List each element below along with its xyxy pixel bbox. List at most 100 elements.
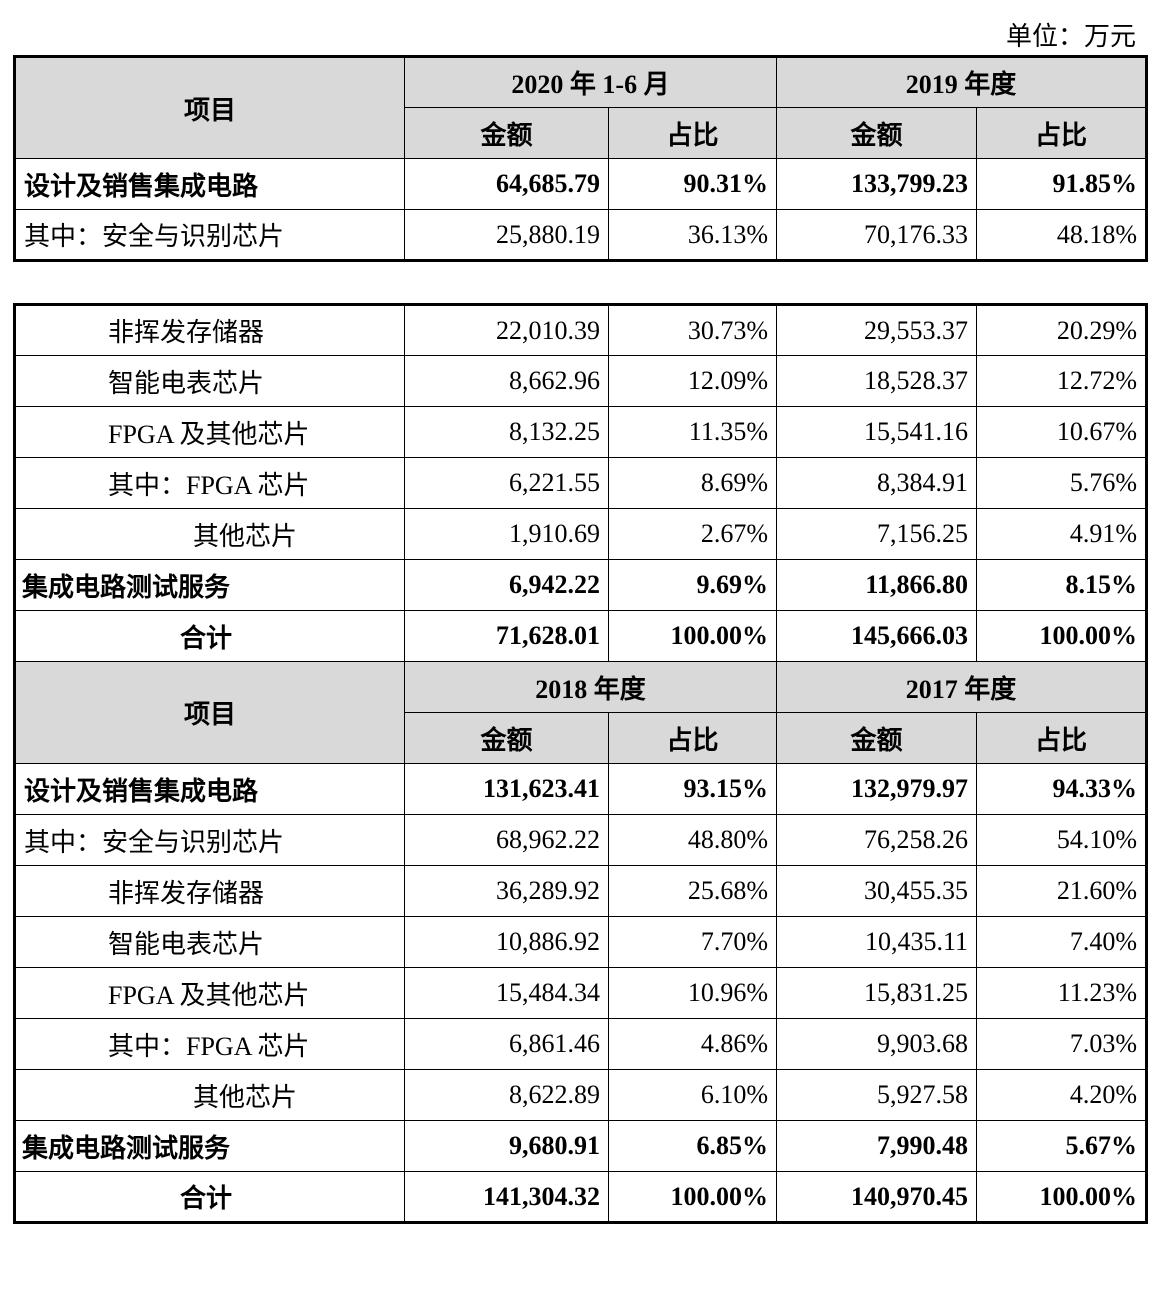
cell-value: 7,156.25 [776,508,977,560]
cell-value: 133,799.23 [776,158,978,210]
cell-value: 48.80% [608,814,777,866]
cell-value: 25,880.19 [404,209,609,261]
cell-value: 1,910.69 [404,508,609,560]
cell-value: 25.68% [608,865,777,917]
data-row: 其中：安全与识别芯片 25,880.19 36.13% 70,176.33 48.18% [14,209,1148,261]
header-sub: 金额 [404,107,609,159]
header-sub: 占比 [976,712,1147,764]
cell-value: 4.86% [608,1018,777,1070]
row-label: 智能电表芯片 [14,916,405,968]
row-label: 其中：安全与识别芯片 [14,209,405,261]
cell-value: 68,962.22 [404,814,609,866]
cell-value: 70,176.33 [776,209,978,261]
header-sub: 金额 [404,712,609,764]
header-row: 项目 2018 年度 2017 年度 [14,661,1147,764]
data-row: 非挥发存储器 22,010.39 30.73% 29,553.37 20.29% [14,304,1147,356]
cell-value: 11.35% [608,406,777,458]
cell-value: 8,662.96 [404,355,609,407]
header-period: 2017 年度 [776,661,1147,713]
cell-value: 15,484.34 [404,967,609,1019]
cell-value: 132,979.97 [776,763,977,815]
cell-value: 7.03% [976,1018,1147,1070]
cell-value: 7.40% [976,916,1147,968]
row-label: 其中：安全与识别芯片 [14,814,405,866]
cell-value: 131,623.41 [404,763,609,815]
cell-value: 9.69% [608,559,777,611]
header-row: 金额 占比 金额 占比 [15,107,1148,159]
cell-value: 36.13% [607,209,778,261]
data-row: 其中：安全与识别芯片 68,962.22 48.80% 76,258.26 54.10% [14,814,1147,866]
cell-value: 100.00% [608,1171,777,1223]
cell-value: 6.10% [608,1069,777,1121]
row-label: 非挥发存储器 [14,304,405,356]
cell-value: 140,970.45 [776,1171,977,1223]
row-label: 其中：FPGA 芯片 [14,457,405,509]
cell-value: 18,528.37 [776,355,977,407]
cell-value: 11.23% [976,967,1147,1019]
header-period: 2018 年度 [404,661,777,713]
cell-value: 93.15% [608,763,777,815]
row-label: FPGA 及其他芯片 [14,406,405,458]
data-row: 集成电路测试服务 6,942.22 9.69% 11,866.80 8.15% [14,559,1147,611]
row-label: 合计 [14,1171,405,1223]
cell-value: 10,886.92 [404,916,609,968]
cell-value: 141,304.32 [404,1171,609,1223]
header-period: 2020 年 1-6 月 [403,56,778,108]
cell-value: 8.69% [608,457,777,509]
cell-value: 12.72% [976,355,1147,407]
cell-value: 145,666.03 [776,610,977,662]
cell-value: 8.15% [976,559,1147,611]
row-label: 其他芯片 [14,508,405,560]
row-label: 设计及销售集成电路 [14,158,405,210]
row-label: FPGA 及其他芯片 [14,967,405,1019]
data-row: 其他芯片 8,622.89 6.10% 5,927.58 4.20% [14,1069,1147,1121]
header-sub: 占比 [608,712,777,764]
cell-value: 10.96% [608,967,777,1019]
cell-value: 8,384.91 [776,457,977,509]
cell-value: 15,541.16 [776,406,977,458]
header-row: 金额 占比 金额 占比 [15,712,1147,764]
cell-value: 7,990.48 [776,1120,977,1172]
row-label: 其中：FPGA 芯片 [14,1018,405,1070]
cell-value: 6.85% [608,1120,777,1172]
data-row: 非挥发存储器 36,289.92 25.68% 30,455.35 21.60% [14,865,1147,917]
row-label: 合计 [14,610,405,662]
data-row: 设计及销售集成电路 64,685.79 90.31% 133,799.23 91.85% [14,158,1148,210]
cell-value: 10.67% [976,406,1147,458]
cell-value: 30,455.35 [776,865,977,917]
cell-value: 4.91% [976,508,1147,560]
cell-value: 2.67% [608,508,777,560]
header-sub: 金额 [776,712,977,764]
data-row: FPGA 及其他芯片 15,484.34 10.96% 15,831.25 11.23% [14,967,1147,1019]
row-label: 非挥发存储器 [14,865,405,917]
cell-value: 21.60% [976,865,1147,917]
cell-value: 5.67% [976,1120,1147,1172]
cell-value: 100.00% [976,610,1147,662]
header-item: 项目 [14,661,405,764]
row-label: 其他芯片 [14,1069,405,1121]
cell-value: 76,258.26 [776,814,977,866]
header-sub: 占比 [976,107,1148,159]
cell-value: 10,435.11 [776,916,977,968]
cell-value: 36,289.92 [404,865,609,917]
cell-value: 8,622.89 [404,1069,609,1121]
table-part-1: 项目 2020 年 1-6 月 2019 年度 金额 占比 金额 占比 设计及销售集成电路 64… [13,55,1149,262]
cell-value: 12.09% [608,355,777,407]
row-label: 设计及销售集成电路 [14,763,405,815]
header-item: 项目 [14,56,405,159]
cell-value: 9,903.68 [776,1018,977,1070]
row-label: 集成电路测试服务 [14,559,405,611]
cell-value: 64,685.79 [404,158,609,210]
header-row: 项目 2020 年 1-6 月 2019 年度 [14,56,1148,159]
data-row: 设计及销售集成电路 131,623.41 93.15% 132,979.97 94.33… [14,763,1147,815]
cell-value: 6,942.22 [404,559,609,611]
header-sub: 金额 [776,107,978,159]
cell-value: 8,132.25 [404,406,609,458]
cell-value: 9,680.91 [404,1120,609,1172]
cell-value: 11,866.80 [776,559,977,611]
header-period: 2019 年度 [776,56,1148,108]
header-sub: 占比 [607,107,778,159]
data-row: 其中：FPGA 芯片 6,861.46 4.86% 9,903.68 7.03% [14,1018,1147,1070]
cell-value: 20.29% [976,304,1147,356]
data-row: 合计 71,628.01 100.00% 145,666.03 100.00% [14,610,1147,662]
